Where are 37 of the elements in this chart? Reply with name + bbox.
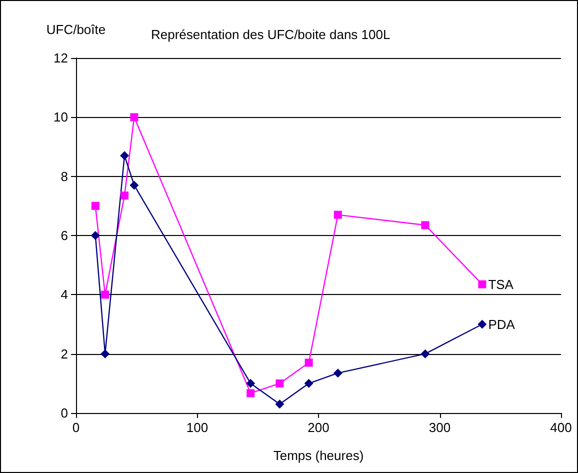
point bbox=[420, 349, 430, 358]
x-tick-label: 300 bbox=[428, 420, 451, 435]
y-tick-label: 4 bbox=[60, 287, 68, 302]
point bbox=[120, 192, 128, 200]
point bbox=[421, 221, 430, 230]
point bbox=[304, 358, 313, 367]
point bbox=[91, 202, 100, 210]
y-axis-title: UFC/boîte bbox=[46, 22, 106, 37]
point bbox=[276, 379, 284, 388]
x-tick-label: 200 bbox=[308, 420, 330, 435]
y-tick-label: 12 bbox=[54, 50, 68, 66]
point bbox=[478, 320, 487, 329]
y-tick-label: 2 bbox=[60, 346, 68, 362]
point bbox=[101, 290, 110, 299]
x-tick-label: 400 bbox=[550, 420, 572, 435]
x-tick-label: 0 bbox=[72, 420, 80, 435]
chart-title: Représentation des UFC/boite dans 100L bbox=[151, 27, 390, 42]
point bbox=[100, 349, 110, 358]
series-label: TSA bbox=[488, 276, 514, 292]
series-label: PDA bbox=[488, 316, 516, 332]
point bbox=[334, 210, 342, 219]
point bbox=[246, 378, 256, 388]
y-tick-label: 8 bbox=[60, 168, 68, 184]
point bbox=[246, 389, 255, 398]
point bbox=[130, 113, 138, 122]
point bbox=[275, 400, 284, 409]
point bbox=[120, 151, 129, 160]
y-tick-label: 10 bbox=[54, 110, 68, 125]
point bbox=[130, 180, 139, 190]
y-tick-label: 6 bbox=[60, 228, 68, 243]
point bbox=[333, 368, 342, 378]
x-axis-title: Temps (heures) bbox=[273, 448, 364, 463]
point bbox=[304, 378, 314, 388]
point bbox=[478, 280, 486, 288]
point bbox=[90, 231, 100, 240]
y-tick-label: 0 bbox=[60, 406, 68, 420]
x-tick-label: 100 bbox=[186, 420, 208, 435]
